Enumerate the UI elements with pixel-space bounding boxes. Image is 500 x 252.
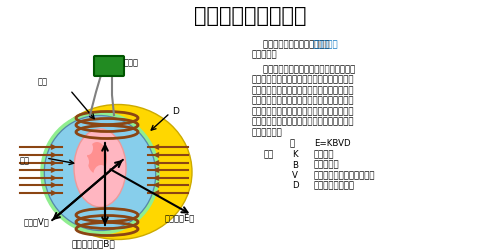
Text: 测量管道截面内的平均流速: 测量管道截面内的平均流速 [314,171,376,180]
Text: 电压（V）: 电压（V） [24,217,50,227]
Ellipse shape [87,142,107,174]
Text: K: K [292,150,298,159]
Text: V: V [292,171,298,180]
Ellipse shape [107,141,117,155]
Text: 磁感应强度（B）: 磁感应强度（B） [71,239,115,248]
Ellipse shape [44,105,192,239]
FancyBboxPatch shape [94,56,124,76]
Ellipse shape [93,165,109,187]
Ellipse shape [79,155,89,169]
Text: 艺参数方程为: 艺参数方程为 [252,128,283,137]
Text: ：: ： [290,140,295,148]
Text: 式中: 式中 [264,150,274,159]
Text: D: D [292,181,298,191]
Text: 线圈: 线圈 [38,78,48,86]
Text: 电磁流量计的测量原理是基于: 电磁流量计的测量原理是基于 [252,40,330,49]
Ellipse shape [74,129,126,207]
Text: 智能表头运算即可得到介质流量感应电动势工: 智能表头运算即可得到介质流量感应电动势工 [252,117,354,127]
Text: B: B [292,161,298,170]
Ellipse shape [83,141,93,155]
Text: 磁感应强度: 磁感应强度 [314,161,340,170]
Text: 法拉第电磁: 法拉第电磁 [312,40,338,49]
Text: 管壁上的电极可检测到感应电动势，这个感应: 管壁上的电极可检测到感应电动势，这个感应 [252,86,354,95]
Text: 转换器: 转换器 [124,58,139,68]
Text: D: D [172,107,179,115]
Ellipse shape [44,115,156,231]
Text: 导体宽度（流量计测量管内径）成正比，通过: 导体宽度（流量计测量管内径）成正比，通过 [252,107,354,116]
Text: 仪表常数: 仪表常数 [314,150,334,159]
Text: 电磁流量计原理介绍: 电磁流量计原理介绍 [194,6,306,26]
Text: 测量管道截面的内: 测量管道截面的内 [314,181,355,191]
Text: 电极: 电极 [20,156,30,166]
Text: 电动势与导电介质流速、磁场的磁感应强度、: 电动势与导电介质流速、磁场的磁感应强度、 [252,97,354,106]
Text: 电动势（E）: 电动势（E） [165,213,195,223]
Text: E=KBVD: E=KBVD [314,140,350,148]
Text: 感应定律。: 感应定律。 [252,50,278,59]
Ellipse shape [111,155,121,169]
Text: 上下两端的两个电磁线圈产生恒定或交变: 上下两端的两个电磁线圈产生恒定或交变 [252,65,355,74]
Text: 磁场，当导电介质流过电磁流量计时，流量计: 磁场，当导电介质流过电磁流量计时，流量计 [252,76,354,84]
